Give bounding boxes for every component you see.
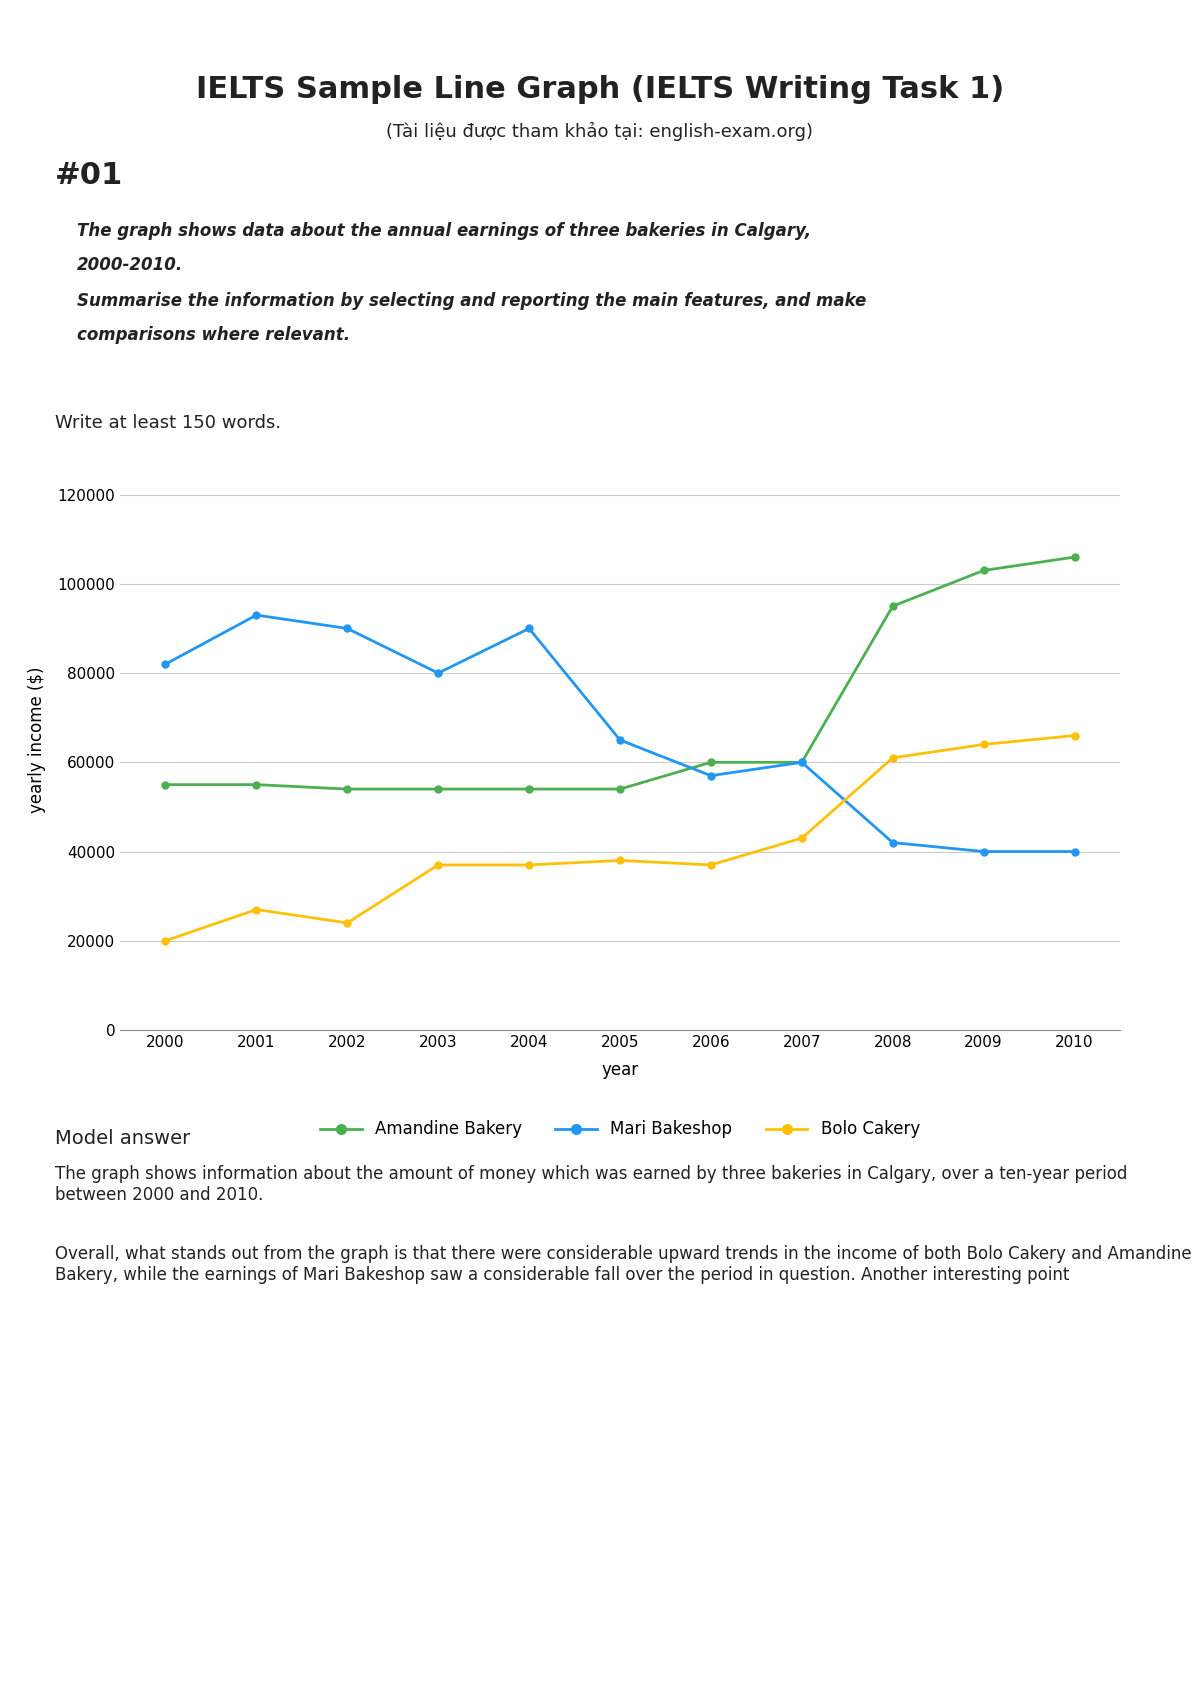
Mari Bakeshop <box>1067 841 1081 861</box>
Bolo Cakery <box>431 854 445 875</box>
Bolo Cakery <box>703 854 718 875</box>
Text: IELTS Sample Line Graph (IELTS Writing Task 1): IELTS Sample Line Graph (IELTS Writing T… <box>196 75 1004 103</box>
Legend: Amandine Bakery, Mari Bakeshop, Bolo Cakery: Amandine Bakery, Mari Bakeshop, Bolo Cak… <box>313 1114 926 1146</box>
Mari Bakeshop <box>340 619 354 639</box>
Mari Bakeshop <box>613 731 628 751</box>
Line: Mari Bakeshop: Mari Bakeshop <box>162 612 1078 854</box>
Amandine Bakery <box>431 780 445 800</box>
Text: 2000-2010.: 2000-2010. <box>77 256 184 273</box>
Amandine Bakery <box>613 780 628 800</box>
Line: Amandine Bakery: Amandine Bakery <box>162 554 1078 793</box>
Bolo Cakery <box>794 827 809 848</box>
Amandine Bakery <box>522 780 536 800</box>
Mari Bakeshop <box>250 605 264 625</box>
Text: The graph shows information about the amount of money which was earned by three : The graph shows information about the am… <box>55 1164 1127 1203</box>
Mari Bakeshop <box>886 832 900 853</box>
Mari Bakeshop <box>703 766 718 786</box>
Mari Bakeshop <box>431 663 445 683</box>
Bolo Cakery <box>1067 725 1081 746</box>
Text: Write at least 150 words.: Write at least 150 words. <box>55 414 281 432</box>
Amandine Bakery <box>977 561 991 581</box>
Text: (Tài liệu được tham khảo tại: english-exam.org): (Tài liệu được tham khảo tại: english-ex… <box>386 122 814 141</box>
Bolo Cakery <box>522 854 536 875</box>
Bolo Cakery <box>613 851 628 871</box>
Text: Summarise the information by selecting and reporting the main features, and make: Summarise the information by selecting a… <box>77 293 866 310</box>
Mari Bakeshop <box>158 654 173 675</box>
Line: Bolo Cakery: Bolo Cakery <box>162 732 1078 944</box>
Mari Bakeshop <box>522 619 536 639</box>
Text: Model answer: Model answer <box>55 1129 191 1149</box>
Bolo Cakery <box>886 747 900 768</box>
Bolo Cakery <box>250 900 264 920</box>
Amandine Bakery <box>340 780 354 800</box>
Amandine Bakery <box>250 775 264 795</box>
Bolo Cakery <box>340 912 354 932</box>
Bolo Cakery <box>158 931 173 951</box>
Text: #01: #01 <box>55 161 124 190</box>
Amandine Bakery <box>886 597 900 617</box>
Amandine Bakery <box>794 753 809 773</box>
Text: comparisons where relevant.: comparisons where relevant. <box>77 325 350 344</box>
X-axis label: year: year <box>601 1061 638 1080</box>
Mari Bakeshop <box>794 753 809 773</box>
Y-axis label: yearly income ($): yearly income ($) <box>29 666 47 814</box>
Bolo Cakery <box>977 734 991 754</box>
Text: Overall, what stands out from the graph is that there were considerable upward t: Overall, what stands out from the graph … <box>55 1246 1192 1283</box>
Amandine Bakery <box>158 775 173 795</box>
Amandine Bakery <box>703 753 718 773</box>
Mari Bakeshop <box>977 841 991 861</box>
Text: The graph shows data about the annual earnings of three bakeries in Calgary,: The graph shows data about the annual ea… <box>77 222 811 241</box>
Amandine Bakery <box>1067 547 1081 568</box>
